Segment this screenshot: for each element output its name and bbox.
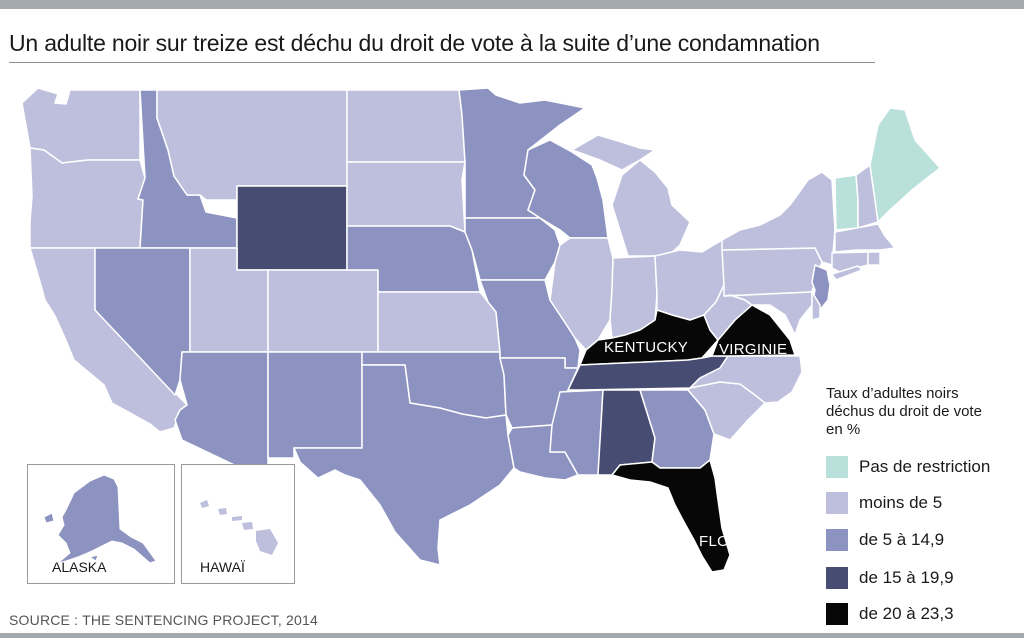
state-vermont[interactable] [834, 174, 859, 231]
label-virginia: VIRGINIE [719, 341, 788, 358]
label-florida: FLORIDE [699, 533, 767, 550]
state-massachusetts[interactable] [834, 223, 896, 253]
source-note: SOURCE : THE SENTENCING PROJECT, 2014 [9, 612, 318, 628]
map-title: Un adulte noir sur treize est déchu du d… [9, 30, 820, 56]
legend-label: de 20 à 23,3 [859, 604, 954, 623]
state-florida[interactable] [611, 459, 731, 573]
title-divider [9, 62, 875, 63]
label-kentucky: KENTUCKY [604, 339, 689, 356]
state-kansas[interactable] [377, 291, 501, 353]
state-maine[interactable] [869, 107, 941, 223]
legend-title-line: déchus du droit de vote [826, 403, 982, 420]
hawaii-island-oahu [218, 508, 227, 515]
alaska-island-2 [88, 554, 99, 562]
hawaii-island-big [256, 529, 278, 555]
legend-item-no-restriction: Pas de restriction [826, 455, 990, 479]
legend-item-15-to-19-9: de 15 à 19,9 [826, 566, 954, 590]
legend-swatch [826, 492, 848, 514]
legend-swatch [826, 603, 848, 625]
state-new-mexico[interactable] [267, 351, 363, 459]
legend-swatch [826, 456, 848, 478]
state-iowa[interactable] [464, 217, 561, 281]
state-new-york[interactable] [721, 171, 836, 266]
alaska-island-1 [43, 512, 55, 524]
hawaii-map [200, 500, 278, 555]
state-colorado[interactable] [267, 269, 379, 353]
state-wyoming[interactable] [236, 185, 348, 271]
legend-label: Pas de restriction [859, 457, 991, 476]
legend-title: Taux d’adultes noirs déchus du droit de … [826, 385, 1024, 439]
state-alaska[interactable] [57, 474, 157, 564]
top-rule [0, 0, 1024, 9]
hawaii-island-kauai [200, 500, 209, 508]
state-montana[interactable] [156, 89, 348, 201]
hawaii-island-maui [242, 522, 253, 530]
legend-swatch [826, 567, 848, 589]
state-oregon[interactable] [29, 147, 146, 249]
state-rhode-island[interactable] [867, 251, 881, 266]
legend-item-20-to-23-3: de 20 à 23,3 [826, 602, 954, 626]
hawaii-inset: HAWAÏ [181, 464, 295, 584]
state-north-dakota[interactable] [346, 89, 466, 163]
state-pennsylvania[interactable] [721, 247, 823, 297]
legend-label: moins de 5 [859, 493, 943, 512]
alaska-map [43, 474, 157, 564]
state-south-dakota[interactable] [346, 161, 466, 233]
alaska-inset: ALASKA [27, 464, 175, 584]
hawaii-island-molokai [232, 516, 242, 521]
legend-item-5-to-14-9: de 5 à 14,9 [826, 528, 944, 552]
legend-title-line: Taux d’adultes noirs [826, 385, 959, 402]
legend-label: de 5 à 14,9 [859, 530, 945, 549]
state-texas[interactable] [293, 364, 515, 566]
state-arizona[interactable] [174, 351, 269, 471]
legend-swatch [826, 529, 848, 551]
legend-item-under-5: moins de 5 [826, 491, 942, 515]
state-long-island[interactable] [831, 265, 863, 281]
bottom-rule [0, 633, 1024, 638]
legend: Taux d’adultes noirs déchus du droit de … [826, 385, 1024, 625]
legend-title-line: en % [826, 421, 861, 438]
hawaii-label: HAWAÏ [200, 559, 245, 575]
state-delaware[interactable] [811, 291, 821, 321]
legend-label: de 15 à 19,9 [859, 568, 954, 587]
alaska-label: ALASKA [52, 559, 107, 575]
